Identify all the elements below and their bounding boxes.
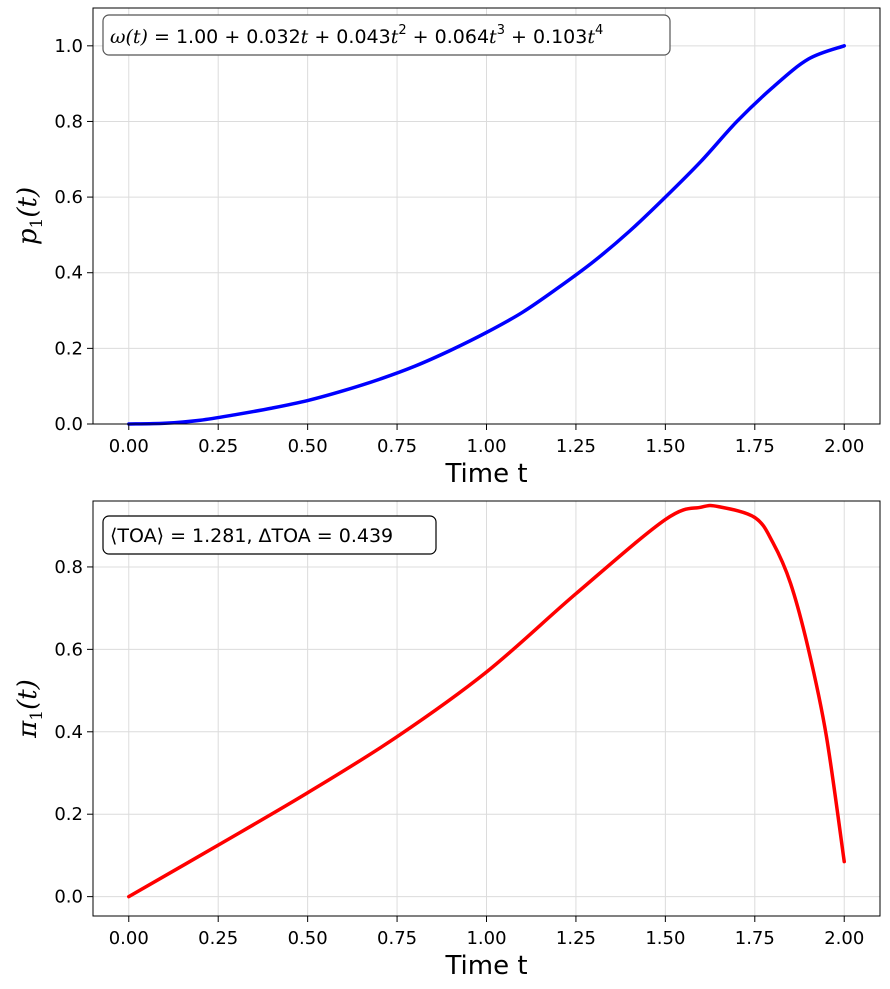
anno-p3: t (391, 26, 399, 48)
bottom-x-tick-label: 1.25 (556, 928, 596, 949)
bottom-y-tick-label: 0.0 (54, 887, 83, 908)
bottom-x-axis-title: Time t (444, 951, 527, 981)
anno-p5: + 0.064 (407, 26, 489, 48)
top-y-tick-label: 0.8 (54, 111, 83, 132)
anno-p7: 3 (497, 23, 505, 38)
top-x-tick-label: 0.75 (377, 436, 417, 457)
bottom-x-tick-label: 0.25 (198, 928, 238, 949)
bottom-y-axis-argument: (t) (13, 679, 43, 710)
bottom-x-tick-label: 0.00 (109, 928, 149, 949)
bottom-annotation-box: ⟨TOA⟩ = 1.281, ΔTOA = 0.439 (102, 515, 437, 555)
bottom-y-ticks: 0.0 0.2 0.4 0.6 0.8 (54, 557, 93, 908)
anno-p4: 2 (398, 23, 406, 38)
bottom-x-tick-label: 1.50 (645, 928, 685, 949)
top-annotation-box: ω(t) = 1.00 + 0.032t + 0.043t2 + 0.064t3… (102, 14, 671, 56)
anno-p6: t (489, 26, 497, 48)
anno-p8: + 0.103 (505, 26, 587, 48)
top-x-tick-label: 1.25 (556, 436, 596, 457)
anno-p0: 1.00 + 0.032 (176, 26, 301, 48)
bottom-y-tick-label: 0.6 (54, 639, 83, 660)
bottom-x-tick-label: 0.75 (377, 928, 417, 949)
top-y-axis-symbol: p (13, 228, 43, 245)
top-y-tick-label: 0.0 (54, 414, 83, 435)
bottom-y-tick-label: 0.2 (54, 804, 83, 825)
top-y-tick-label: 0.4 (54, 263, 83, 284)
bottom-panel: 0.00 0.25 0.50 0.75 1.00 1.25 1.50 1.75 2.00 0.0… (13, 500, 881, 981)
top-y-ticks: 0.0 0.2 0.4 0.6 0.8 1.0 (54, 36, 93, 435)
bottom-annotation-text: ⟨TOA⟩ = 1.281, ΔTOA = 0.439 (110, 525, 393, 547)
bottom-y-axis-subscript: 1 (27, 710, 47, 721)
bottom-x-tick-label: 1.00 (466, 928, 506, 949)
top-y-axis-subscript: 1 (27, 218, 47, 229)
top-x-tick-label: 0.50 (288, 436, 328, 457)
bottom-y-tick-label: 0.8 (54, 557, 83, 578)
anno-p2: + 0.043 (308, 26, 390, 48)
top-y-tick-label: 1.0 (54, 36, 83, 57)
top-y-tick-label: 0.6 (54, 187, 83, 208)
anno-p9: t (587, 26, 595, 48)
bottom-y-axis-title: π1(t) (13, 679, 47, 739)
top-y-tick-label: 0.2 (54, 338, 83, 359)
top-series-line (127, 44, 846, 426)
anno-p10: 4 (595, 23, 603, 38)
top-y-axis-argument: (t) (13, 187, 43, 218)
top-x-axis-title: Time t (444, 459, 527, 489)
top-annotation-formula: ω(t) = 1.00 + 0.032t + 0.043t2 + 0.064t3… (110, 23, 603, 48)
top-annotation-frame (102, 14, 671, 56)
top-x-tick-label: 2.00 (824, 436, 864, 457)
bottom-y-axis-symbol: π (13, 720, 43, 739)
top-y-axis-title: p1(t) (13, 187, 47, 245)
bottom-annotation-frame (102, 515, 437, 555)
bottom-series-line (127, 503, 846, 899)
anno-omega: ω(t) (110, 26, 148, 48)
bottom-y-tick-label: 0.4 (54, 722, 83, 743)
bottom-x-tick-label: 2.00 (824, 928, 864, 949)
anno-eq: = (148, 26, 176, 48)
top-x-tick-label: 0.00 (109, 436, 149, 457)
top-panel: 0.00 0.25 0.50 0.75 1.00 1.25 1.50 1.75 2.00 0.0… (13, 7, 881, 489)
bottom-gridlines (93, 501, 880, 916)
bottom-x-ticks: 0.00 0.25 0.50 0.75 1.00 1.25 1.50 1.75 2.00 (109, 916, 864, 949)
top-x-tick-label: 1.00 (466, 436, 506, 457)
anno-p1: t (301, 26, 309, 48)
top-x-tick-label: 1.75 (735, 436, 775, 457)
top-x-tick-label: 1.50 (645, 436, 685, 457)
top-x-ticks: 0.00 0.25 0.50 0.75 1.00 1.25 1.50 1.75 2.00 (109, 424, 864, 457)
bottom-x-tick-label: 0.50 (288, 928, 328, 949)
top-x-tick-label: 0.25 (198, 436, 238, 457)
bottom-x-tick-label: 1.75 (735, 928, 775, 949)
